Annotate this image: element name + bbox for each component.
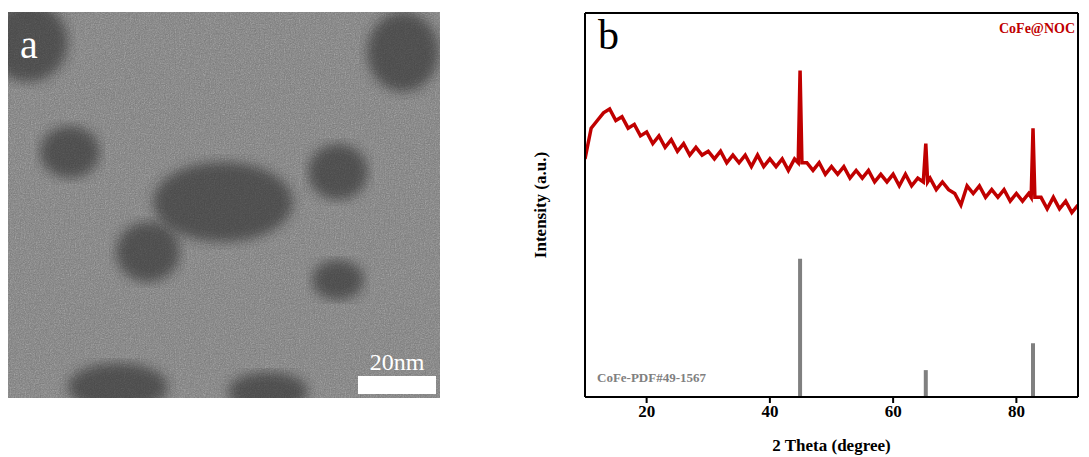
svg-text:40: 40: [761, 402, 778, 421]
svg-text:Intensity (a.u.): Intensity (a.u.): [531, 152, 550, 258]
svg-text:20: 20: [638, 402, 655, 421]
svg-text:20nm: 20nm: [370, 349, 425, 375]
svg-text:80: 80: [1008, 402, 1025, 421]
html-text:b: b: [598, 12, 619, 58]
svg-text:60: 60: [885, 402, 902, 421]
html-text:CoFe-PDF#49-1567: CoFe-PDF#49-1567: [597, 370, 706, 385]
svg-text:2 Theta (degree): 2 Theta (degree): [772, 436, 890, 455]
svg-text:a: a: [20, 22, 38, 67]
html-text:CoFe@NOC: CoFe@NOC: [999, 21, 1075, 36]
